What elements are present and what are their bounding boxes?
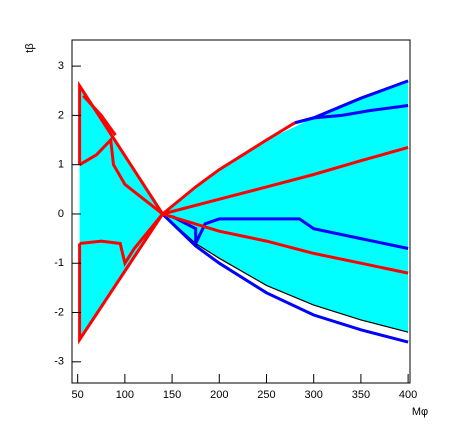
- contour-line: [78, 136, 164, 216]
- x-tick-label: 350: [352, 389, 370, 401]
- x-tick-label: 250: [257, 389, 275, 401]
- y-tick-label: 3: [58, 60, 64, 72]
- contour-line: [294, 104, 409, 125]
- contour-line: [162, 145, 409, 216]
- x-tick-label: 150: [163, 389, 181, 401]
- y-tick-label: 1: [58, 159, 64, 171]
- contour-line: [78, 213, 164, 345]
- y-tick-label: -3: [54, 356, 64, 368]
- contour-line: [161, 121, 296, 216]
- y-tick-label: 0: [58, 208, 64, 220]
- plot-frame: [71, 39, 411, 384]
- contour-line: [161, 212, 409, 344]
- y-axis-label: tβ: [24, 43, 36, 52]
- contour-line: [79, 213, 164, 267]
- x-tick-label: 400: [399, 389, 417, 401]
- y-tick-label: -1: [54, 257, 64, 269]
- contour-line: [78, 80, 164, 215]
- x-tick-label: 50: [72, 389, 84, 401]
- contour-line: [82, 94, 117, 136]
- y-tick-label: 2: [58, 109, 64, 121]
- contour-line: [162, 212, 409, 275]
- contour-line: [171, 215, 409, 250]
- x-tick-label: 300: [305, 389, 323, 401]
- x-axis-label: Mφ: [412, 406, 428, 418]
- x-tick-label: 100: [116, 389, 134, 401]
- filled-region: [79, 80, 409, 340]
- x-tick-label: 200: [210, 389, 228, 401]
- y-tick-label: -2: [54, 306, 64, 318]
